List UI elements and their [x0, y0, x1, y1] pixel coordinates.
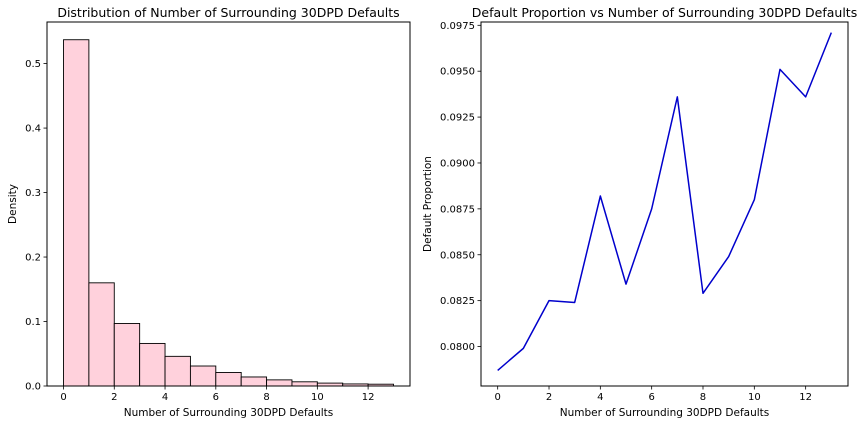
x-tick-label: 0: [60, 392, 66, 403]
line-y-ticks: 0.0800 0.0825 0.0850 0.0875 0.0900 0.0925 0.09…: [440, 21, 481, 353]
histogram-bar: [240, 376, 268, 387]
x-tick-label: 8: [263, 392, 269, 403]
histogram-bars: [63, 39, 394, 387]
y-tick-label: 0.0875: [440, 204, 475, 215]
line-x-ticks: 0 2 4 6 8 10 12: [494, 386, 812, 403]
y-tick-label: 0.0900: [440, 158, 475, 169]
histogram-panel: Distribution of Number of Surrounding 30…: [7, 5, 411, 419]
y-tick-label: 0.0975: [440, 21, 475, 32]
histogram-axes-frame: [46, 21, 411, 387]
x-tick-label: 2: [111, 392, 117, 403]
x-tick-label: 6: [648, 392, 654, 403]
line-panel: Default Proportion vs Number of Surround…: [422, 5, 857, 419]
y-tick-label: 0.1: [25, 317, 41, 328]
x-tick-label: 0: [494, 392, 500, 403]
histogram-x-ticks: 0 2 4 6 8 10 12: [60, 386, 374, 403]
histogram-bar: [164, 355, 191, 387]
line-axes-frame: [480, 21, 849, 387]
x-tick-label: 6: [213, 392, 219, 403]
histogram-bar: [215, 372, 242, 387]
histogram-bar: [113, 323, 141, 387]
histogram-x-axis-label: Number of Surrounding 30DPD Defaults: [124, 407, 334, 419]
x-tick-label: 10: [311, 392, 324, 403]
histogram-bar: [189, 365, 217, 387]
x-tick-label: 4: [597, 392, 603, 403]
histogram-y-ticks: 0.0 0.1 0.2 0.3 0.4 0.5: [25, 59, 47, 393]
y-tick-label: 0.3: [25, 188, 41, 199]
line-chart-title: Default Proportion vs Number of Surround…: [472, 5, 857, 20]
histogram-bar: [139, 342, 166, 387]
histogram-y-axis-label: Density: [7, 184, 19, 224]
histogram-bar: [266, 379, 293, 387]
x-tick-label: 2: [546, 392, 552, 403]
x-tick-label: 8: [700, 392, 706, 403]
line-y-axis-label: Default Proportion: [422, 156, 434, 252]
default-proportion-line: [497, 32, 833, 371]
y-tick-label: 0.0825: [440, 296, 475, 307]
x-tick-label: 4: [162, 392, 168, 403]
histogram-bar: [88, 282, 115, 387]
x-tick-label: 12: [362, 392, 375, 403]
y-tick-label: 0.0850: [440, 250, 475, 261]
y-tick-label: 0.0950: [440, 67, 475, 78]
x-tick-label: 10: [748, 392, 761, 403]
y-tick-label: 0.0: [25, 382, 41, 393]
histogram-title: Distribution of Number of Surrounding 30…: [57, 5, 399, 20]
y-tick-label: 0.5: [25, 59, 41, 70]
x-tick-label: 12: [799, 392, 812, 403]
histogram-bar: [63, 39, 90, 387]
histogram-bar: [291, 381, 318, 387]
line-x-axis-label: Number of Surrounding 30DPD Defaults: [560, 407, 770, 419]
y-tick-label: 0.0925: [440, 113, 475, 124]
y-tick-label: 0.0800: [440, 342, 475, 353]
y-tick-label: 0.4: [25, 124, 41, 135]
y-tick-label: 0.2: [25, 253, 41, 264]
